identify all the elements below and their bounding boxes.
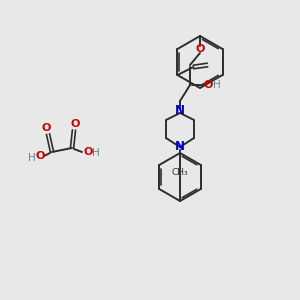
Text: O: O <box>195 44 205 54</box>
Text: H: H <box>28 153 36 163</box>
Text: H: H <box>92 148 100 158</box>
Text: O: O <box>35 151 45 161</box>
Text: O: O <box>70 119 80 129</box>
Text: N: N <box>175 104 185 118</box>
Text: N: N <box>175 140 185 154</box>
Text: O: O <box>203 80 213 90</box>
Text: O: O <box>41 123 51 133</box>
Text: O: O <box>83 147 93 157</box>
Text: CH₃: CH₃ <box>172 168 188 177</box>
Text: H: H <box>213 80 221 90</box>
